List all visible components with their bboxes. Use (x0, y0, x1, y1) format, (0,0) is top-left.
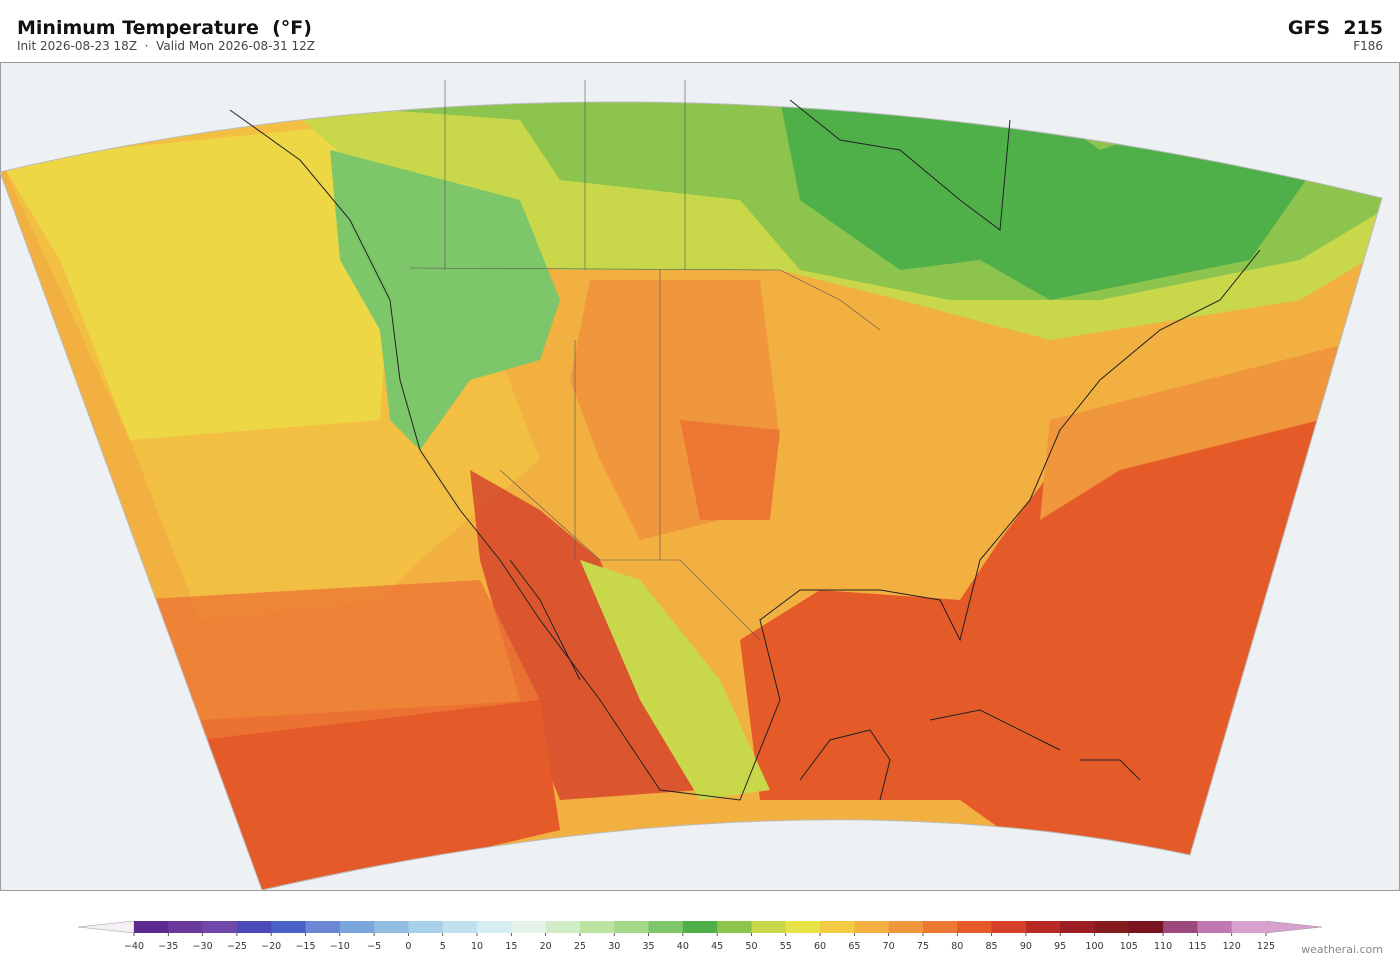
credit: weatherai.com (1301, 943, 1383, 956)
colorbar-swatch (991, 921, 1027, 933)
colorbar-swatch (545, 921, 581, 933)
model-name: GFS 215 (1288, 17, 1383, 39)
colorbar-swatch (751, 921, 787, 933)
colorbar-swatch (854, 921, 890, 933)
colorbar-swatch (785, 921, 821, 933)
colorbar-tick-label: 65 (848, 941, 860, 952)
colorbar-tick-label: −30 (193, 941, 213, 952)
colorbar-swatch (1163, 921, 1198, 933)
colorbar-tick-label: 125 (1257, 941, 1275, 952)
colorbar-swatch (339, 921, 375, 933)
colorbar-swatch (442, 921, 478, 933)
colorbar-swatch (1197, 921, 1233, 933)
colorbar-tick-label: 45 (711, 941, 723, 952)
colorbar-swatch (614, 921, 650, 933)
colorbar-tick-label: 100 (1085, 941, 1103, 952)
colorbar-swatch (271, 921, 307, 933)
borders (409, 80, 881, 641)
colorbar: −40 −35 −30 −25 −20 −15 −10 −5 0 5 10 15 20 25 30 35 40 4… (77, 920, 1323, 952)
colorbar-swatch (408, 921, 444, 933)
forecast-hour: F186 (1353, 39, 1383, 53)
colorbar-tick-label: 75 (917, 941, 929, 952)
colorbar-tick-label: 5 (440, 941, 446, 952)
colorbar-swatch (820, 921, 855, 933)
colorbar-swatch (236, 921, 272, 933)
colorbar-swatch (477, 921, 512, 933)
colorbar-tick-label: −40 (124, 941, 144, 952)
colorbar-tick-label: −35 (158, 941, 178, 952)
colorbar-swatch (168, 921, 204, 933)
map-subtitle: Init 2026-08-23 18Z · Valid Mon 2026-08-… (17, 39, 315, 53)
colorbar-swatch (202, 921, 238, 933)
colorbar-tick-label: 80 (951, 941, 963, 952)
colorbar-swatch (1025, 921, 1061, 933)
colorbar-tick-label: −25 (227, 941, 247, 952)
colorbar-tick-label: 70 (883, 941, 895, 952)
colorbar-swatch (374, 921, 409, 933)
colorbar-tick-label: 95 (1054, 941, 1066, 952)
colorbar-swatch (1060, 921, 1095, 933)
colorbar-tick-label: −15 (295, 941, 315, 952)
colorbar-tick-label: 50 (745, 941, 757, 952)
colorbar-tick-label: 0 (405, 941, 411, 952)
colorbar-swatch (1128, 921, 1164, 933)
colorbar-swatch (922, 921, 958, 933)
colorbar-tick-label: 60 (814, 941, 826, 952)
colorbar-tick-label: 55 (780, 941, 792, 952)
colorbar-tick-label: −10 (330, 941, 350, 952)
colorbar-extend-high (1265, 920, 1323, 934)
colorbar-tick-label: 40 (677, 941, 689, 952)
colorbar-tick-label: 85 (986, 941, 998, 952)
domain-outline (0, 101, 1383, 891)
colorbar-tick-label: 25 (574, 941, 586, 952)
map-title: Minimum Temperature (°F) (17, 17, 312, 39)
coastlines (229, 99, 1261, 801)
colorbar-swatch (682, 921, 718, 933)
colorbar-swatch (305, 921, 341, 933)
colorbar-tick-label: 15 (505, 941, 517, 952)
colorbar-swatch (888, 921, 924, 933)
colorbar-tick-label: 115 (1188, 941, 1206, 952)
colorbar-extend-low (77, 920, 135, 934)
colorbar-tick-label: 90 (1020, 941, 1032, 952)
colorbar-swatch (717, 921, 752, 933)
colorbar-tick-label: 10 (471, 941, 483, 952)
colorbar-tick-label: −5 (367, 941, 381, 952)
colorbar-tick-label: 30 (608, 941, 620, 952)
colorbar-tick-label: 105 (1120, 941, 1138, 952)
colorbar-tick-label: 35 (642, 941, 654, 952)
colorbar-swatch (957, 921, 993, 933)
colorbar-tick-label: 120 (1223, 941, 1241, 952)
colorbar-tick-label: 110 (1154, 941, 1172, 952)
colorbar-tick-label: −20 (261, 941, 281, 952)
colorbar-swatch (511, 921, 547, 933)
colorbar-swatch (579, 921, 615, 933)
colorbar-tick-label: 20 (540, 941, 552, 952)
colorbar-swatch (134, 921, 169, 933)
colorbar-swatch (1094, 921, 1130, 933)
colorbar-swatch (1231, 921, 1267, 933)
colorbar-swatch (648, 921, 684, 933)
